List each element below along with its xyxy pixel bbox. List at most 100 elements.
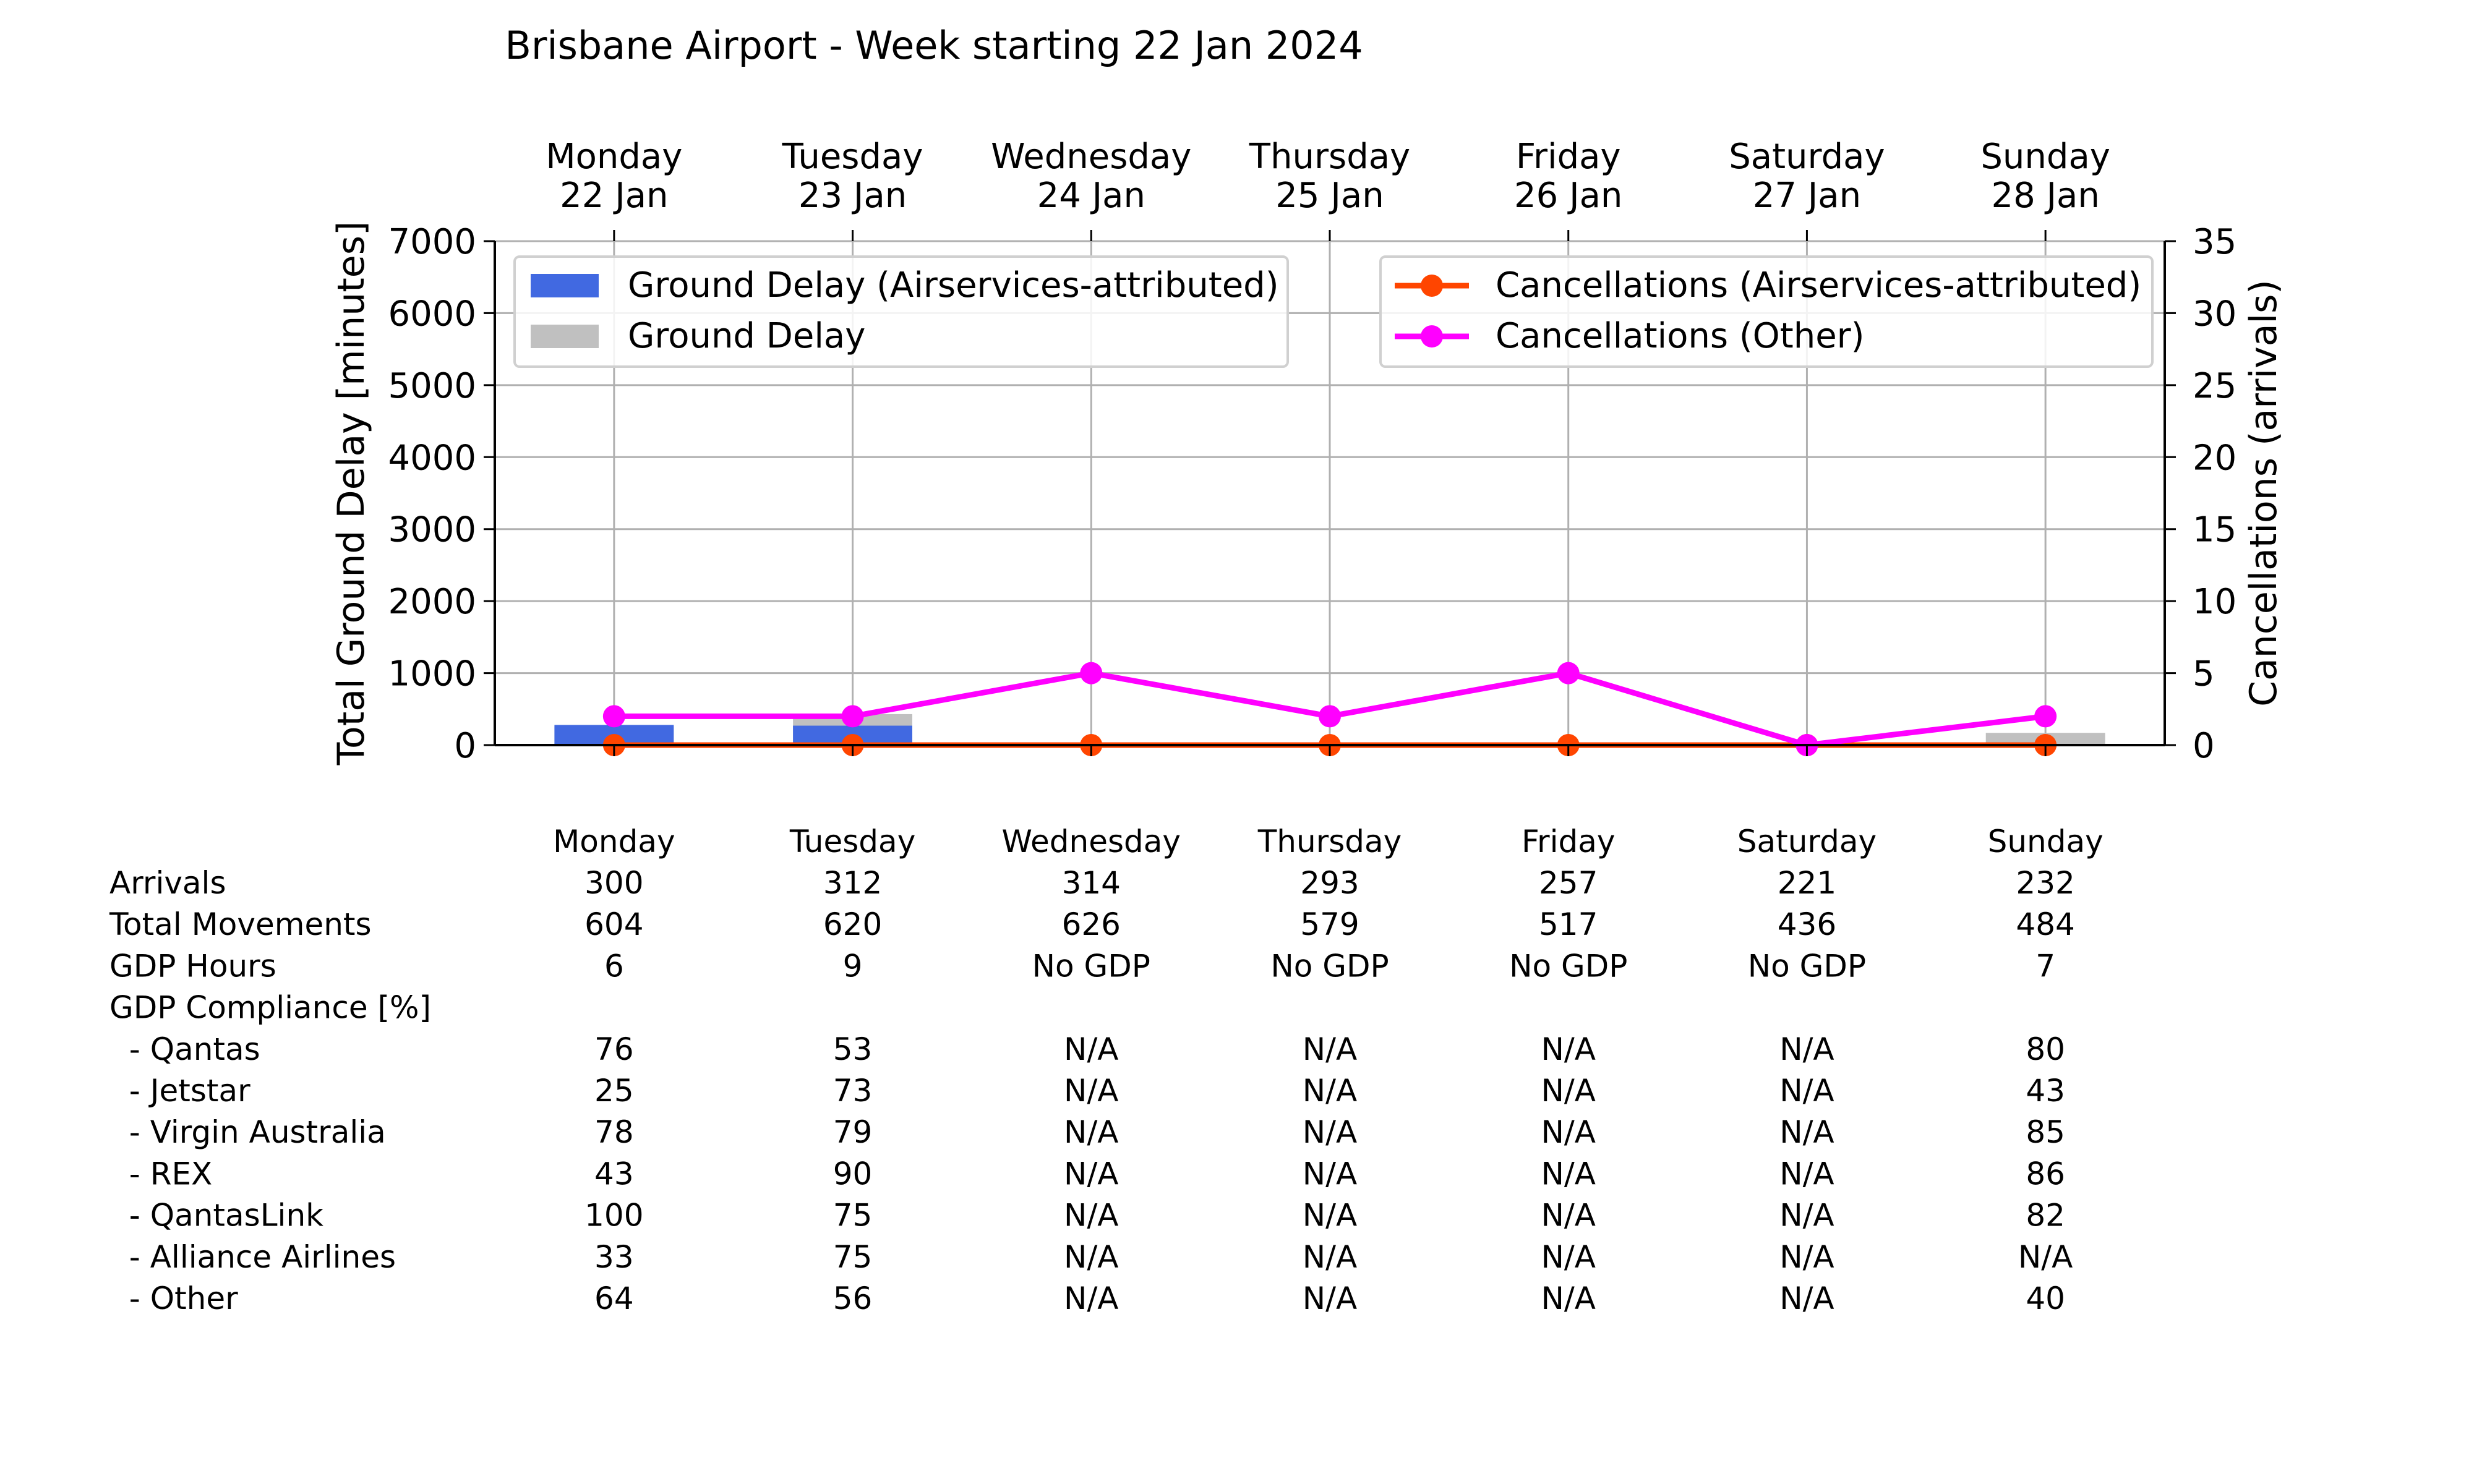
table-cell: N/A <box>1541 1281 1595 1316</box>
date-label: 23 Jan <box>798 176 907 216</box>
table-cell: N/A <box>1303 1073 1357 1109</box>
table-cell: N/A <box>1064 1239 1118 1275</box>
day-label: Tuesday <box>782 137 923 177</box>
legends: Ground Delay (Airservices-attributed) Gro… <box>513 255 2154 368</box>
table-cell: N/A <box>1303 1156 1357 1192</box>
point-cancellations-other <box>2034 705 2057 728</box>
ytick-label-left: 1000 <box>388 654 476 694</box>
date-label: 22 Jan <box>560 176 668 216</box>
table-cell: 85 <box>2026 1114 2065 1150</box>
table-cell: N/A <box>1541 1031 1595 1067</box>
table-cell: N/A <box>1779 1114 1834 1150</box>
table-cell: 579 <box>1300 906 1359 942</box>
table-cell: 75 <box>833 1239 873 1275</box>
table-cell: 56 <box>833 1281 873 1316</box>
table-cell: N/A <box>1064 1281 1118 1316</box>
table-cell: No GDP <box>1032 948 1150 984</box>
table-cell: N/A <box>1303 1198 1357 1234</box>
table-column-header: Wednesday <box>1002 824 1181 859</box>
table-cell: N/A <box>1541 1114 1595 1150</box>
legend-label: Cancellations (Other) <box>1496 316 1865 356</box>
table-cell: 64 <box>594 1281 634 1316</box>
table-cell: No GDP <box>1509 948 1627 984</box>
table-cell: 80 <box>2026 1031 2065 1067</box>
table-cell: 300 <box>584 865 643 901</box>
table-cell: 517 <box>1539 906 1598 942</box>
table-cell: N/A <box>1064 1073 1118 1109</box>
table-cell: 75 <box>833 1198 873 1234</box>
table-cell: N/A <box>1064 1198 1118 1234</box>
table-cell: N/A <box>1541 1156 1595 1192</box>
legend-label: Ground Delay <box>628 316 865 356</box>
table-cell: 82 <box>2026 1198 2065 1234</box>
table-cell: N/A <box>1779 1198 1834 1234</box>
table-cell: N/A <box>2018 1239 2073 1275</box>
ytick-label-right: 20 <box>2193 438 2236 478</box>
ytick-label-left: 7000 <box>388 222 476 262</box>
table-cell: N/A <box>1064 1031 1118 1067</box>
table-cell: 43 <box>594 1156 634 1192</box>
date-label: 24 Jan <box>1037 176 1145 216</box>
table-cell: N/A <box>1779 1281 1834 1316</box>
table-row-label: Arrivals <box>109 865 226 901</box>
table-cell: 257 <box>1539 865 1598 901</box>
point-cancellations-other <box>1319 705 1341 728</box>
table-cell: N/A <box>1064 1114 1118 1150</box>
table-cell: 78 <box>594 1114 634 1150</box>
ytick-label-right: 15 <box>2193 510 2236 550</box>
ytick-label-right: 35 <box>2193 222 2236 262</box>
stats-table: Monday Tuesday Wednesday Thursday Friday Satu… <box>109 824 2104 1316</box>
table-column-header: Friday <box>1522 824 1616 859</box>
ytick-label-left: 6000 <box>388 294 476 334</box>
day-label: Sunday <box>1980 137 2110 177</box>
date-label: 28 Jan <box>1991 176 2099 216</box>
day-label: Saturday <box>1729 137 1885 177</box>
table-cell: 293 <box>1300 865 1359 901</box>
table-cell: N/A <box>1303 1239 1357 1275</box>
ytick-label-left: 4000 <box>388 438 476 478</box>
table-cell: 604 <box>584 906 643 942</box>
table-cell: 25 <box>594 1073 634 1109</box>
table-row-label: GDP Compliance [%] <box>109 990 431 1026</box>
table-cell: 90 <box>833 1156 873 1192</box>
table-row-label: Total Movements <box>109 906 372 942</box>
table-cell: 484 <box>2016 906 2074 942</box>
table-column-header: Saturday <box>1737 824 1877 859</box>
table-cell: N/A <box>1779 1239 1834 1275</box>
table-row-label: - QantasLink <box>109 1198 323 1234</box>
ytick-label-left: 5000 <box>388 366 476 406</box>
table-cell: N/A <box>1303 1281 1357 1316</box>
date-label: 25 Jan <box>1275 176 1384 216</box>
table-cell: 312 <box>823 865 882 901</box>
table-row-label: - Virgin Australia <box>109 1114 386 1150</box>
table-column-header: Monday <box>553 824 675 859</box>
day-label: Monday <box>546 137 682 177</box>
table-cell: N/A <box>1541 1239 1595 1275</box>
day-label: Wednesday <box>991 137 1191 177</box>
table-cell: N/A <box>1064 1156 1118 1192</box>
table-cell: N/A <box>1303 1031 1357 1067</box>
table-cell: N/A <box>1779 1073 1834 1109</box>
table-cell: N/A <box>1779 1156 1834 1192</box>
point-cancellations-other <box>1557 662 1580 684</box>
table-row-label: - REX <box>109 1156 212 1192</box>
table-cell: 100 <box>584 1198 643 1234</box>
table-column-header: Thursday <box>1257 824 1402 859</box>
legend-swatch-marker <box>1421 325 1443 348</box>
legend-swatch-ground-delay-airservices <box>531 274 599 297</box>
table-cell: N/A <box>1541 1073 1595 1109</box>
ytick-label-left: 2000 <box>388 582 476 622</box>
table-row-label: - Other <box>109 1281 238 1316</box>
table-row-label: GDP Hours <box>109 948 276 984</box>
table-row-label: - Jetstar <box>109 1073 250 1109</box>
day-label: Thursday <box>1249 137 1410 177</box>
table-cell: N/A <box>1303 1114 1357 1150</box>
table-column-header: Tuesday <box>789 824 915 859</box>
legend-left-box <box>513 255 1289 368</box>
table-cell: 40 <box>2026 1281 2065 1316</box>
ytick-label-right: 30 <box>2193 294 2236 334</box>
table-cell: 314 <box>1062 865 1121 901</box>
table-cell: N/A <box>1779 1031 1834 1067</box>
legend-swatch-ground-delay <box>531 325 599 348</box>
